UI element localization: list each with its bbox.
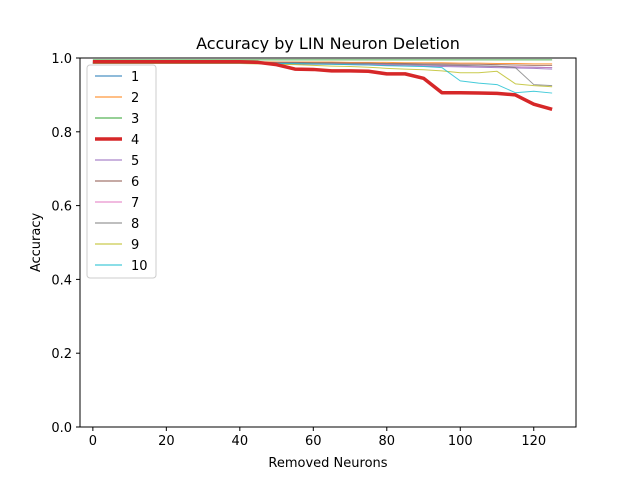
x-tick-label: 40	[232, 434, 249, 449]
x-tick-label: 0	[89, 434, 97, 449]
legend-label-1: 1	[131, 70, 139, 85]
x-axis-title: Removed Neurons	[268, 456, 387, 471]
legend: 1 2 3 4 5 6 7 8 9 10	[86, 64, 157, 279]
plot-area	[79, 57, 577, 428]
x-tick-label: 100	[448, 434, 473, 449]
x-tick-label: 60	[305, 434, 322, 449]
plot-frame	[79, 57, 577, 428]
y-tick-label: 0.4	[51, 273, 72, 288]
y-tick-label: 0.6	[51, 200, 72, 215]
legend-label-4: 4	[131, 133, 139, 148]
legend-label-6: 6	[131, 175, 139, 190]
y-tick-label: 0.0	[51, 421, 72, 436]
x-axis: 0 20 40 60 80 100 120	[89, 427, 546, 449]
legend-label-7: 7	[131, 196, 139, 211]
x-tick-label: 120	[521, 434, 546, 449]
y-tick-label: 0.2	[51, 347, 72, 362]
x-tick-label: 80	[379, 434, 396, 449]
series-line-4	[92, 59, 553, 111]
legend-items: 1 2 3 4 5 6 7 8 9 10	[95, 70, 148, 274]
legend-label-5: 5	[131, 154, 139, 169]
legend-label-3: 3	[131, 112, 139, 127]
legend-label-10: 10	[131, 259, 148, 274]
y-tick-label: 1.0	[51, 52, 72, 67]
y-axis: 0.0 0.2 0.4 0.6 0.8 1.0	[51, 52, 80, 436]
legend-label-8: 8	[131, 217, 139, 232]
y-axis-title: Accuracy	[29, 213, 44, 273]
series-layer	[92, 59, 553, 111]
legend-label-2: 2	[131, 91, 139, 106]
x-tick-label: 20	[158, 434, 175, 449]
chart-title: Accuracy by LIN Neuron Deletion	[196, 34, 460, 53]
y-tick-label: 0.8	[51, 126, 72, 141]
legend-label-9: 9	[131, 238, 139, 253]
